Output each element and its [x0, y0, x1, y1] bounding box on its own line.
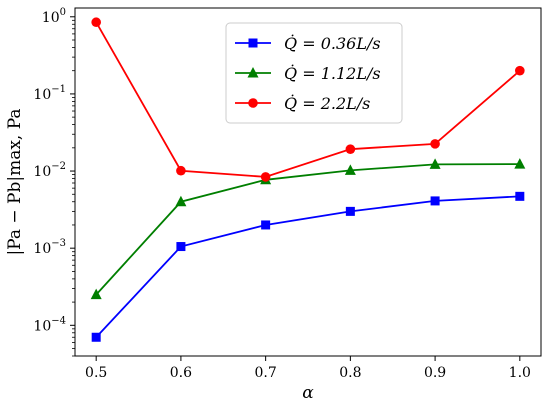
- data-point: [261, 220, 271, 230]
- x-axis-label: α: [302, 383, 314, 403]
- data-point: [91, 332, 101, 342]
- data-point: [176, 242, 186, 252]
- x-tick-label: 1.0: [509, 365, 531, 381]
- axes-frame: [74, 7, 542, 357]
- data-point: [430, 196, 440, 206]
- legend-marker: [247, 67, 259, 78]
- plot-area: [90, 17, 526, 342]
- y-tick-base: 10: [33, 318, 51, 334]
- legend-box: [225, 22, 403, 124]
- y-tick-label: 10−1: [33, 84, 66, 103]
- data-point: [345, 206, 355, 216]
- x-tick-label: 0.5: [85, 365, 107, 381]
- x-tick-label: 0.6: [170, 365, 192, 381]
- data-point: [430, 139, 440, 149]
- data-point: [176, 165, 186, 176]
- series-circle: [91, 17, 525, 182]
- x-tick-label: 0.9: [424, 365, 446, 381]
- y-tick-exponent: −1: [51, 84, 66, 95]
- y-tick-base: 10: [33, 241, 51, 257]
- legend-marker: [248, 38, 258, 48]
- y-tick-exponent: 0: [60, 7, 66, 18]
- series-line: [95, 195, 520, 338]
- legend-marker: [248, 98, 258, 108]
- y-tick-base: 10: [33, 164, 51, 180]
- data-point: [345, 144, 356, 154]
- legend-label: Q̇ = 2.2L/s: [284, 94, 370, 113]
- legend-label: Q̇ = 0.36L/s: [284, 34, 381, 53]
- data-point: [344, 164, 356, 175]
- data-point: [429, 158, 441, 169]
- data-point: [515, 191, 525, 201]
- y-tick-label: 10−2: [33, 161, 66, 180]
- data-point: [260, 172, 271, 182]
- y-tick-label: 10−3: [33, 238, 66, 257]
- legend: Q̇ = 0.36L/s Q̇ = 1.12L/s Q̇ = 2.2L/s: [225, 22, 403, 124]
- y-tick-exponent: −3: [51, 238, 66, 249]
- y-axis-label: |Pa − Pb|max, Pa: [5, 108, 25, 255]
- data-point: [514, 158, 526, 169]
- y-tick-exponent: −2: [51, 161, 66, 172]
- data-point: [175, 195, 187, 207]
- series-triangle: [90, 158, 526, 300]
- data-point: [90, 288, 102, 300]
- series-line: [95, 21, 521, 178]
- data-point: [91, 17, 101, 28]
- series-square: [91, 191, 525, 342]
- y-tick-base: 10: [33, 87, 51, 103]
- y-tick-base: 10: [42, 10, 60, 26]
- x-tick-label: 0.7: [255, 365, 277, 381]
- legend-label: Q̇ = 1.12L/s: [284, 64, 381, 83]
- x-tick-label: 0.8: [339, 365, 361, 381]
- data-point: [515, 65, 525, 76]
- y-tick-label: 100: [42, 7, 66, 26]
- y-tick-label: 10−4: [33, 315, 66, 334]
- series-line: [95, 163, 520, 296]
- y-tick-exponent: −4: [51, 315, 66, 326]
